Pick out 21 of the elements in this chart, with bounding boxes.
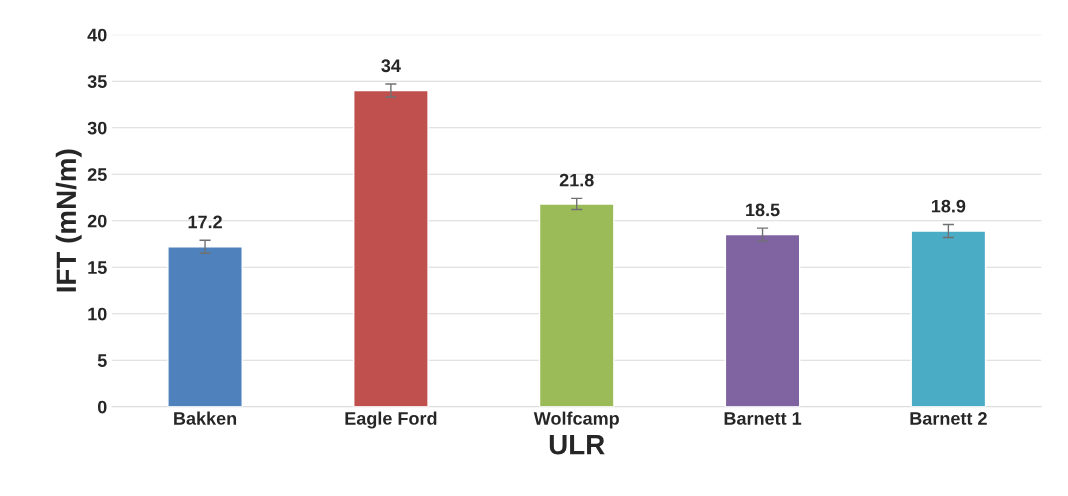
y-tick-label: 20 <box>87 214 107 228</box>
y-tick-label: 25 <box>87 168 107 181</box>
data-label: 21.8 <box>559 173 594 187</box>
y-tick-label: 40 <box>87 28 107 42</box>
data-label: 17.2 <box>188 215 222 229</box>
y-tick-label: 35 <box>87 75 107 88</box>
x-tick-label: Barnett 1 <box>724 412 802 425</box>
y-tick-label: 5 <box>97 354 107 367</box>
y-tick-label: 0 <box>97 400 107 414</box>
x-tick-label: Bakken <box>174 411 237 425</box>
x-tick-label: Eagle Ford <box>345 411 437 429</box>
x-tick-label: Barnett 2 <box>910 412 987 425</box>
x-axis-title: ULR <box>549 435 605 455</box>
data-label: 18.5 <box>746 203 780 217</box>
y-axis-title: IFT (mN/m) <box>55 149 82 292</box>
x-tick-label: Wolfcamp <box>533 411 619 429</box>
y-tick-label: 30 <box>87 121 107 135</box>
data-label: 34 <box>381 59 401 73</box>
data-label: 18.9 <box>931 199 966 213</box>
y-tick-label: 15 <box>88 261 107 274</box>
y-tick-label: 10 <box>88 307 107 321</box>
